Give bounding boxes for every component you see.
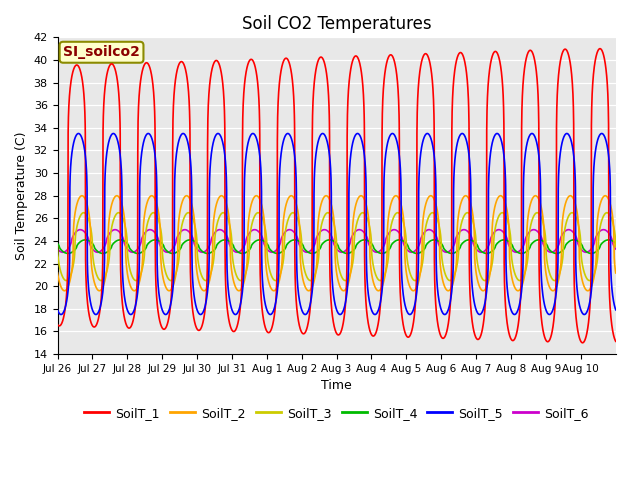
Y-axis label: Soil Temperature (C): Soil Temperature (C) — [15, 132, 28, 260]
Title: Soil CO2 Temperatures: Soil CO2 Temperatures — [242, 15, 431, 33]
X-axis label: Time: Time — [321, 379, 352, 392]
Text: SI_soilco2: SI_soilco2 — [63, 45, 140, 59]
Legend: SoilT_1, SoilT_2, SoilT_3, SoilT_4, SoilT_5, SoilT_6: SoilT_1, SoilT_2, SoilT_3, SoilT_4, Soil… — [79, 402, 594, 424]
